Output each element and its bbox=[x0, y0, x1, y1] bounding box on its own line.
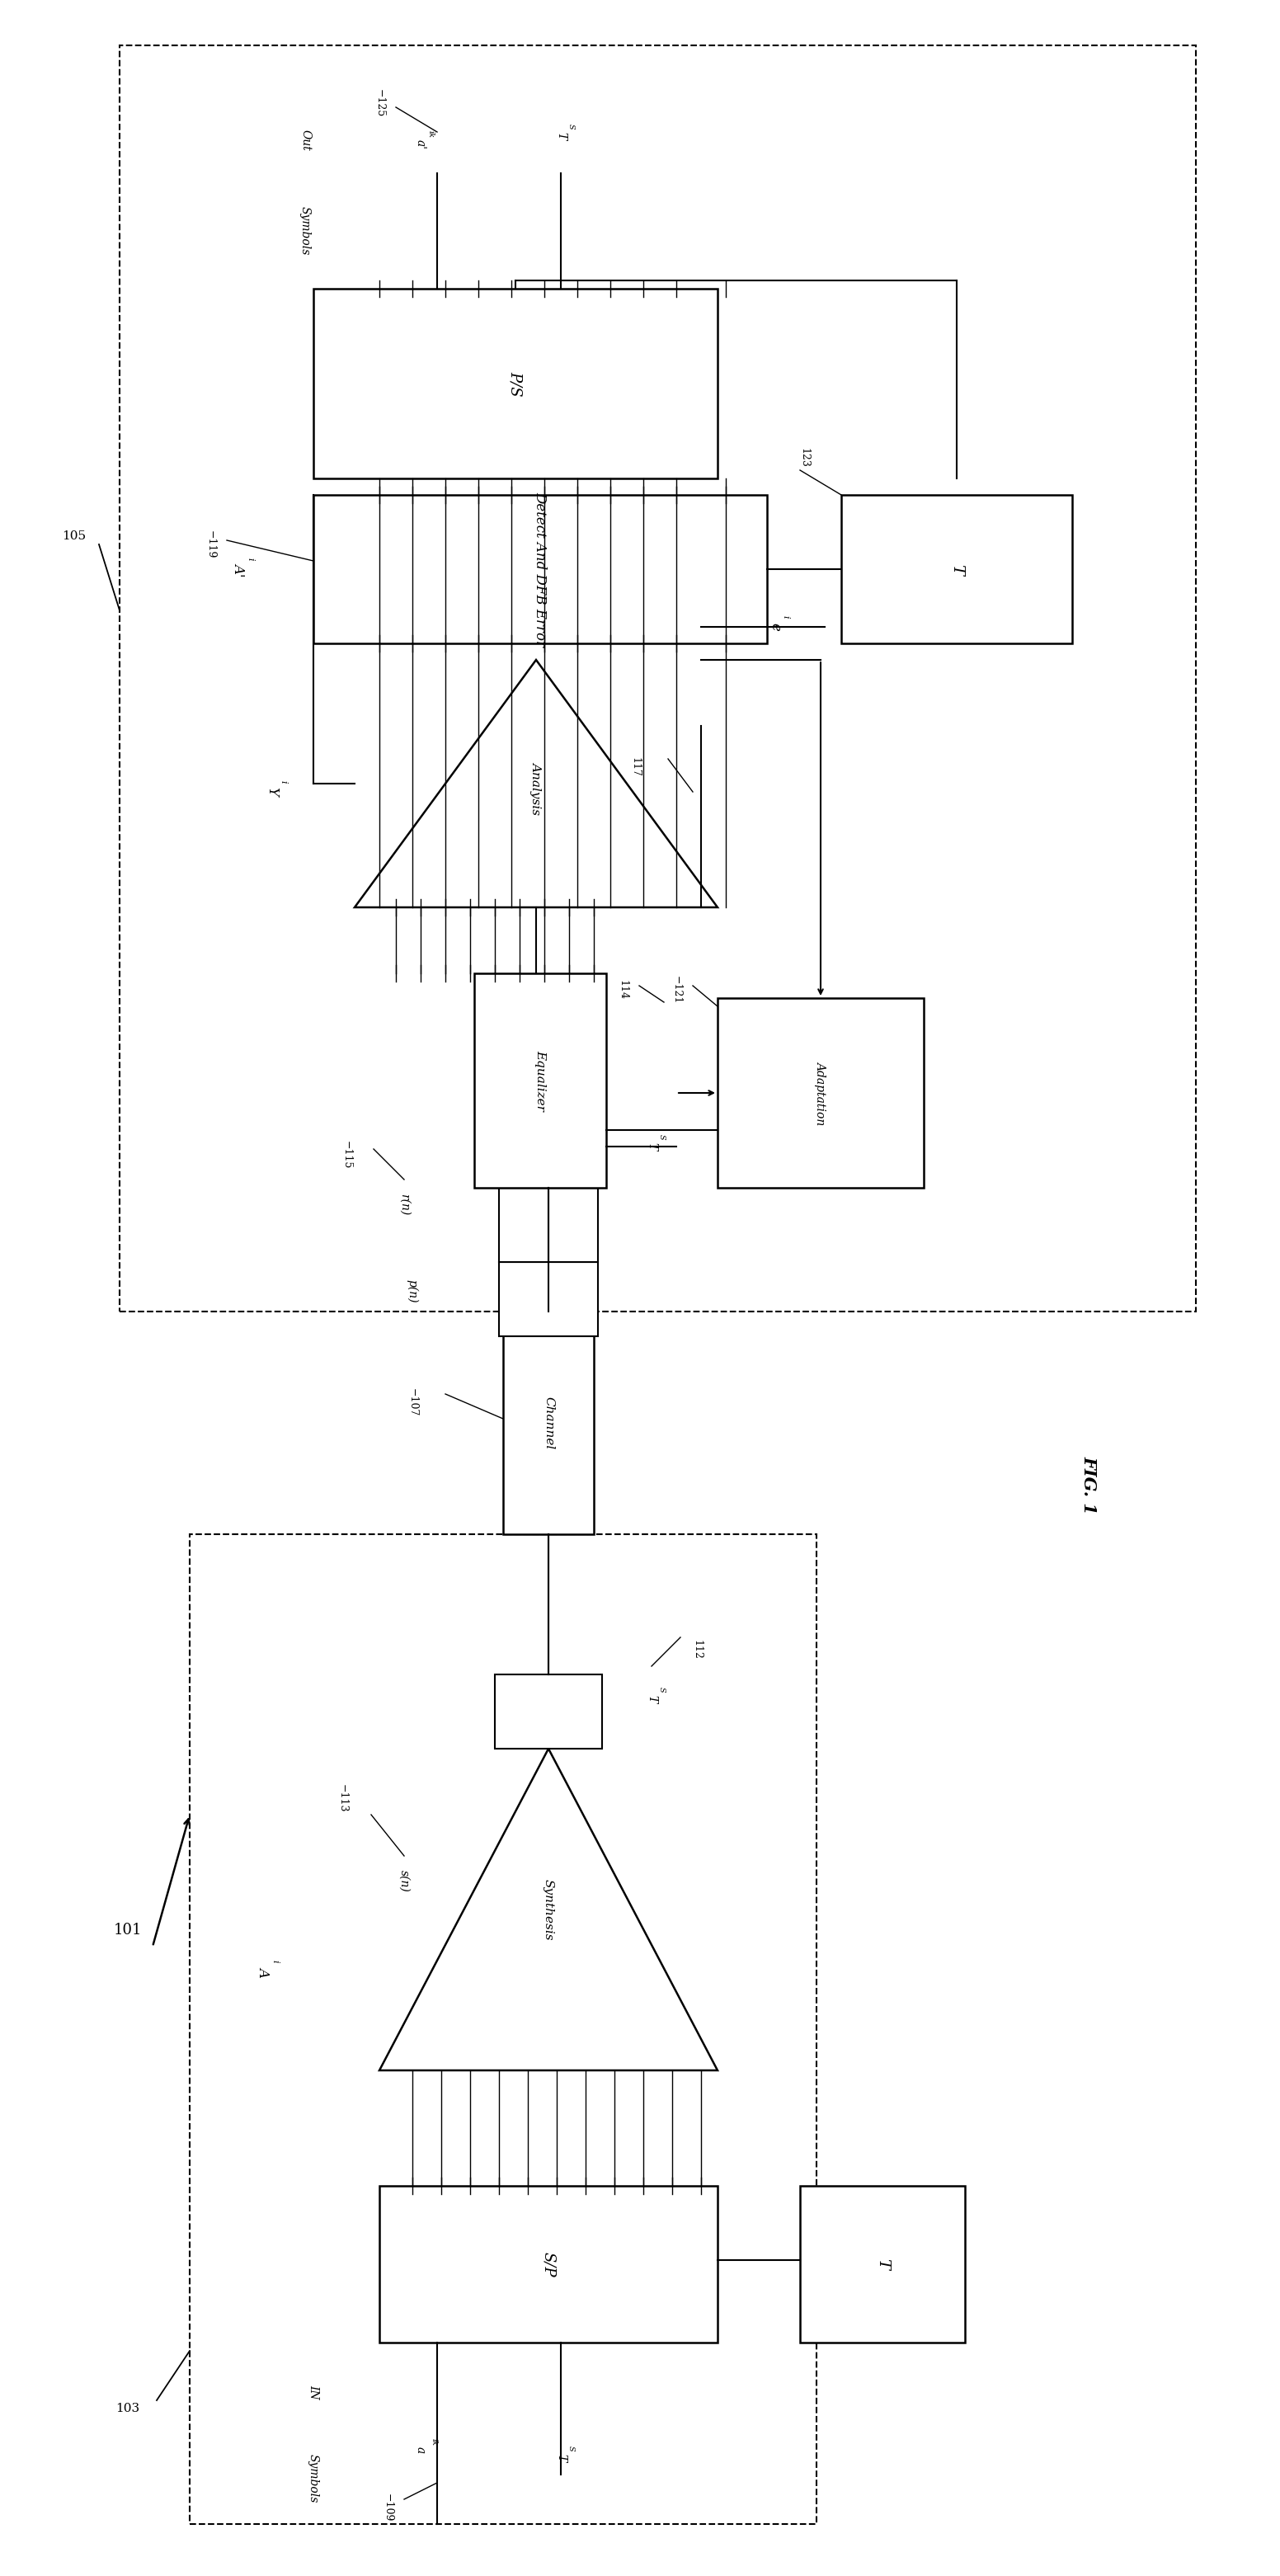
Text: Analysis: Analysis bbox=[530, 762, 541, 814]
Text: Adaptation: Adaptation bbox=[815, 1061, 827, 1126]
Text: A': A' bbox=[232, 562, 246, 577]
Text: IN: IN bbox=[307, 2385, 319, 2398]
Text: 101: 101 bbox=[114, 1922, 142, 1937]
Text: T: T bbox=[950, 564, 964, 574]
Text: a': a' bbox=[415, 139, 426, 149]
Text: −109: −109 bbox=[383, 2494, 393, 2522]
Bar bbox=[718, 997, 924, 1188]
Bar bbox=[499, 1188, 598, 1262]
Text: Symbols: Symbols bbox=[307, 2455, 319, 2504]
Text: 112: 112 bbox=[691, 1641, 703, 1659]
Text: Channel: Channel bbox=[543, 1396, 554, 1450]
Text: T: T bbox=[876, 2259, 890, 2269]
Bar bbox=[314, 495, 767, 644]
Text: r(n): r(n) bbox=[398, 1193, 410, 1216]
Text: FIG. 1: FIG. 1 bbox=[1080, 1455, 1097, 1515]
Bar bbox=[495, 1674, 602, 1749]
Text: Equalizer: Equalizer bbox=[535, 1051, 547, 1110]
Bar bbox=[314, 289, 718, 479]
Bar bbox=[189, 1535, 817, 2524]
Bar bbox=[800, 2187, 965, 2342]
Text: Detect And DFB Error: Detect And DFB Error bbox=[534, 492, 548, 647]
Text: i: i bbox=[279, 781, 287, 783]
Text: S: S bbox=[567, 124, 575, 129]
Text: e: e bbox=[768, 623, 782, 631]
Text: T: T bbox=[556, 2455, 567, 2463]
Text: 105: 105 bbox=[63, 531, 86, 541]
Text: T: T bbox=[556, 131, 567, 139]
Bar bbox=[499, 1262, 598, 1337]
Text: −125: −125 bbox=[374, 90, 385, 118]
Text: −115: −115 bbox=[340, 1141, 352, 1170]
Text: Symbols: Symbols bbox=[300, 206, 311, 255]
Bar bbox=[119, 46, 1196, 1311]
Bar bbox=[379, 2187, 718, 2342]
Text: S: S bbox=[658, 1133, 666, 1139]
Text: a: a bbox=[415, 2447, 426, 2452]
Text: −107: −107 bbox=[407, 1388, 417, 1417]
Text: Y: Y bbox=[265, 788, 279, 796]
Text: 114: 114 bbox=[617, 979, 628, 999]
Text: S: S bbox=[658, 1687, 666, 1692]
Bar bbox=[503, 1311, 594, 1535]
Text: 103: 103 bbox=[115, 2403, 140, 2414]
Text: p(n): p(n) bbox=[407, 1280, 419, 1303]
Bar bbox=[841, 495, 1073, 644]
Text: P/S: P/S bbox=[508, 371, 524, 397]
Text: T: T bbox=[646, 1144, 658, 1151]
Text: Synthesis: Synthesis bbox=[543, 1878, 554, 1940]
Text: A: A bbox=[257, 1965, 271, 1976]
Text: i: i bbox=[246, 559, 253, 562]
Text: ik: ik bbox=[430, 2437, 438, 2445]
Text: −113: −113 bbox=[337, 1785, 348, 1814]
Text: s(n): s(n) bbox=[398, 1870, 410, 1891]
Text: T: T bbox=[646, 1695, 658, 1703]
Text: 123: 123 bbox=[799, 448, 809, 469]
Text: i: i bbox=[781, 616, 790, 618]
Text: S/P: S/P bbox=[541, 2251, 556, 2277]
Text: S: S bbox=[567, 2445, 575, 2450]
Bar bbox=[474, 974, 607, 1188]
Text: ik: ik bbox=[426, 131, 434, 139]
Text: i: i bbox=[270, 1960, 279, 1963]
Text: −121: −121 bbox=[671, 976, 682, 1005]
Text: Out: Out bbox=[300, 129, 311, 152]
Text: 117: 117 bbox=[630, 757, 640, 778]
Text: −119: −119 bbox=[205, 531, 215, 559]
